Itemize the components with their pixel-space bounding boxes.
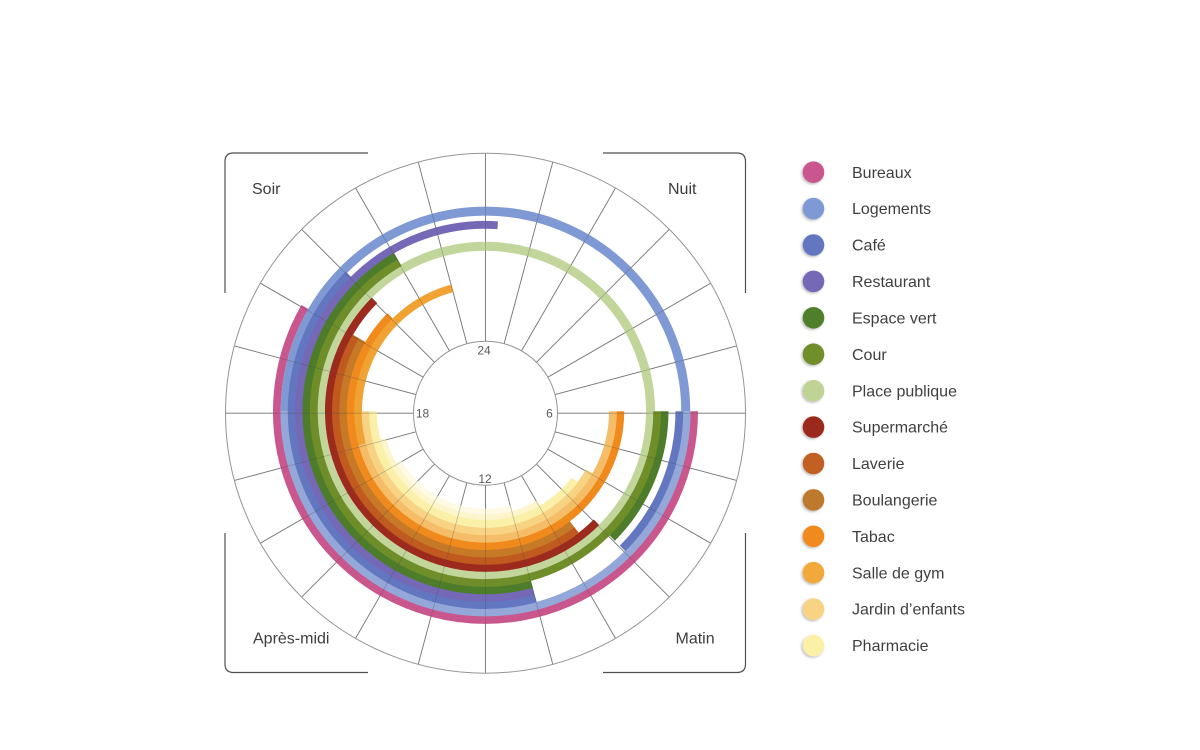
svg-text:Soir: Soir [252, 181, 281, 198]
svg-text:Cour: Cour [852, 347, 887, 364]
svg-text:Boulangerie: Boulangerie [852, 493, 938, 510]
svg-text:24: 24 [477, 344, 491, 358]
svg-text:Supermarché: Supermarché [852, 420, 948, 437]
svg-text:Café: Café [852, 238, 886, 255]
svg-text:Place publique: Place publique [852, 383, 957, 400]
svg-text:Matin: Matin [676, 631, 715, 648]
svg-text:Salle de gym: Salle de gym [852, 565, 945, 582]
svg-text:Laverie: Laverie [852, 456, 905, 473]
svg-text:Tabac: Tabac [852, 529, 895, 546]
svg-text:Après-midi: Après-midi [253, 631, 329, 648]
svg-text:Pharmacie: Pharmacie [852, 638, 929, 655]
svg-text:Restaurant: Restaurant [852, 274, 931, 291]
svg-text:Espace vert: Espace vert [852, 310, 937, 327]
svg-text:Logements: Logements [852, 201, 931, 218]
svg-text:Bureaux: Bureaux [852, 165, 912, 182]
svg-text:6: 6 [546, 407, 553, 421]
svg-text:12: 12 [478, 472, 492, 486]
svg-text:Jardin d’enfants: Jardin d’enfants [852, 602, 965, 619]
svg-text:18: 18 [416, 407, 430, 421]
svg-text:Nuit: Nuit [668, 181, 697, 198]
